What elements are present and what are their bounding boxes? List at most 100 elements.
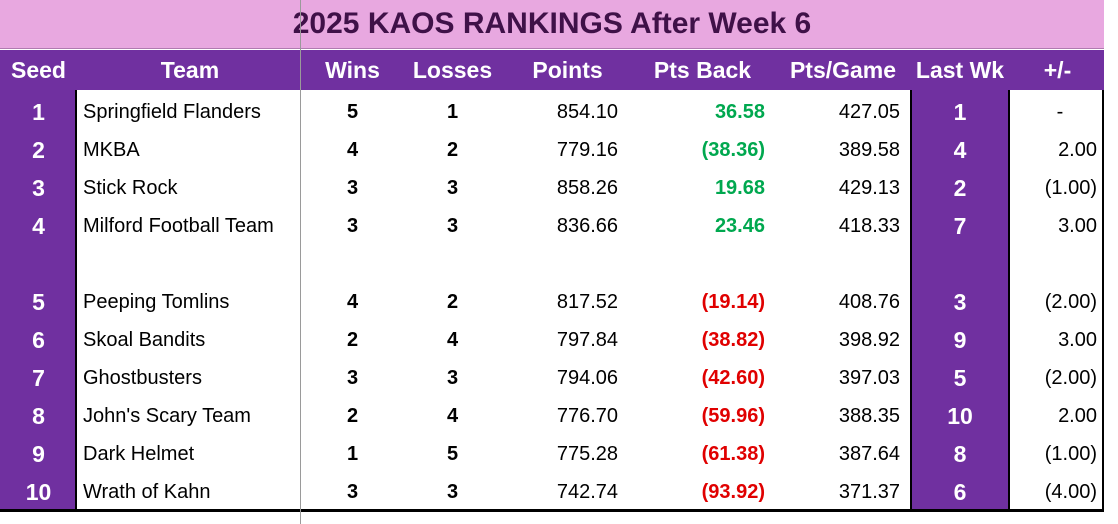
- seed-cell: 4: [32, 213, 45, 239]
- header-points: Points: [532, 57, 603, 83]
- plus-minus-cell: (1.00): [1044, 177, 1097, 199]
- last-week-cell: 8: [953, 441, 967, 467]
- team-cell: MKBA: [83, 139, 140, 161]
- seed-cell: 9: [32, 441, 45, 467]
- last-week-cell: 1: [953, 99, 967, 125]
- points-cell: 836.66: [556, 215, 618, 237]
- team-cell: Springfield Flanders: [83, 101, 261, 123]
- plus-minus-cell: 3.00: [1058, 329, 1097, 351]
- last-week-cell: 6: [953, 479, 967, 505]
- points-cell: 775.28: [556, 443, 618, 465]
- last-week-column-bg: [910, 90, 1010, 512]
- losses-cell: 3: [446, 367, 459, 389]
- header-losses: Losses: [412, 57, 493, 83]
- table-header-row: Seed Team Wins Losses Points Pts Back Pt…: [0, 50, 1104, 90]
- pts-back-cell: 23.46: [714, 215, 765, 237]
- header-team: Team: [160, 57, 220, 83]
- wins-cell: 4: [346, 291, 359, 313]
- plus-minus-cell: -: [1056, 101, 1064, 123]
- wins-cell: 5: [346, 101, 359, 123]
- header-plus-minus: +/-: [1043, 57, 1072, 83]
- seed-cell: 1: [32, 99, 45, 125]
- plus-minus-cell: 3.00: [1058, 215, 1097, 237]
- pts-back-cell: (38.36): [701, 139, 765, 161]
- pts-back-cell: 36.58: [714, 101, 765, 123]
- pts-game-cell: 388.35: [838, 405, 900, 427]
- pts-game-cell: 418.33: [838, 215, 900, 237]
- points-cell: 854.10: [556, 101, 618, 123]
- pts-back-cell: 19.68: [714, 177, 765, 199]
- plus-minus-cell: 2.00: [1058, 405, 1097, 427]
- team-cell: Skoal Bandits: [83, 329, 206, 351]
- last-week-cell: 9: [953, 327, 967, 353]
- wins-cell: 3: [346, 215, 359, 237]
- last-week-cell: 5: [953, 365, 967, 391]
- losses-cell: 3: [446, 177, 459, 199]
- wins-cell: 1: [346, 443, 359, 465]
- team-cell: Milford Football Team: [83, 215, 274, 237]
- wins-cell: 3: [346, 367, 359, 389]
- last-week-cell: 4: [953, 137, 967, 163]
- seed-cell: 6: [32, 327, 45, 353]
- pts-game-cell: 387.64: [838, 443, 900, 465]
- table-row: 2 MKBA 4 2 779.16 (38.36) 389.58 4 2.00: [0, 131, 1104, 169]
- table-right-border: [1102, 90, 1104, 512]
- wins-cell: 2: [346, 329, 359, 351]
- page-title: 2025 KAOS RANKINGS After Week 6: [0, 0, 1104, 49]
- table-row: 10 Wrath of Kahn 3 3 742.74 (93.92) 371.…: [0, 473, 1104, 511]
- table-row: 4 Milford Football Team 3 3 836.66 23.46…: [0, 207, 1104, 245]
- points-cell: 858.26: [556, 177, 618, 199]
- pts-game-cell: 429.13: [838, 177, 900, 199]
- pts-back-cell: (59.96): [701, 405, 765, 427]
- pts-game-cell: 389.58: [838, 139, 900, 161]
- wins-cell: 3: [346, 481, 359, 503]
- losses-cell: 4: [446, 405, 459, 427]
- header-pts-game: Pts/Game: [789, 57, 897, 83]
- table-row: 6 Skoal Bandits 2 4 797.84 (38.82) 398.9…: [0, 321, 1104, 359]
- pts-game-cell: 427.05: [838, 101, 900, 123]
- pts-back-cell: (19.14): [701, 291, 765, 313]
- losses-cell: 2: [446, 139, 459, 161]
- team-cell: Wrath of Kahn: [83, 481, 211, 503]
- points-cell: 742.74: [556, 481, 618, 503]
- wins-cell: 2: [346, 405, 359, 427]
- team-cell: Stick Rock: [83, 177, 178, 199]
- losses-cell: 2: [446, 291, 459, 313]
- table-row: 5 Peeping Tomlins 4 2 817.52 (19.14) 408…: [0, 283, 1104, 321]
- pts-game-cell: 398.92: [838, 329, 900, 351]
- points-cell: 797.84: [556, 329, 618, 351]
- seed-cell: 8: [32, 403, 45, 429]
- seed-cell: 3: [32, 175, 45, 201]
- plus-minus-cell: (2.00): [1044, 291, 1097, 313]
- points-cell: 776.70: [556, 405, 618, 427]
- team-cell: Dark Helmet: [83, 443, 195, 465]
- losses-cell: 5: [446, 443, 459, 465]
- wins-cell: 4: [346, 139, 359, 161]
- seed-cell: 2: [32, 137, 45, 163]
- last-week-cell: 2: [953, 175, 967, 201]
- pts-game-cell: 371.37: [838, 481, 900, 503]
- header-seed: Seed: [11, 57, 66, 83]
- seed-column-bg: [0, 90, 77, 512]
- wins-cell: 3: [346, 177, 359, 199]
- team-cell: Peeping Tomlins: [83, 291, 230, 313]
- points-cell: 817.52: [556, 291, 618, 313]
- table-row: 8 John's Scary Team 2 4 776.70 (59.96) 3…: [0, 397, 1104, 435]
- seed-cell: 7: [32, 365, 45, 391]
- last-week-cell: 7: [953, 213, 967, 239]
- pts-back-cell: (38.82): [701, 329, 765, 351]
- pts-back-cell: (61.38): [701, 443, 765, 465]
- points-cell: 794.06: [556, 367, 618, 389]
- column-divider: [300, 0, 301, 524]
- plus-minus-cell: (4.00): [1044, 481, 1097, 503]
- table-row: 3 Stick Rock 3 3 858.26 19.68 429.13 2 (…: [0, 169, 1104, 207]
- pts-game-cell: 408.76: [838, 291, 900, 313]
- plus-minus-cell: (1.00): [1044, 443, 1097, 465]
- points-cell: 779.16: [556, 139, 618, 161]
- losses-cell: 3: [446, 215, 459, 237]
- seed-cell: 5: [32, 289, 45, 315]
- losses-cell: 1: [446, 101, 459, 123]
- losses-cell: 4: [446, 329, 459, 351]
- table-row: 7 Ghostbusters 3 3 794.06 (42.60) 397.03…: [0, 359, 1104, 397]
- pts-game-cell: 397.03: [838, 367, 900, 389]
